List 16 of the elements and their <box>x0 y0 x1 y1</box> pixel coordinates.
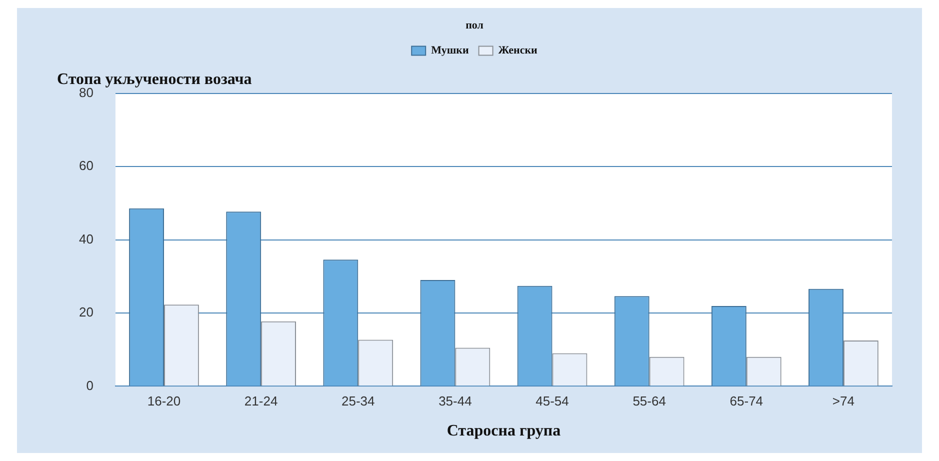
x-axis-title: Старосна група <box>446 422 561 440</box>
x-tick-label: 35-44 <box>438 394 472 409</box>
y-tick-label: 0 <box>86 378 94 393</box>
y-tick-label: 60 <box>78 158 94 174</box>
y-tick-label: 20 <box>78 304 94 320</box>
x-tick-label: 55-64 <box>632 394 666 409</box>
legend-title: пол <box>466 19 484 32</box>
x-tick-label: 65-74 <box>730 394 764 409</box>
x-tick-label: 16-20 <box>147 394 181 409</box>
x-tick-label: 21-24 <box>244 394 278 409</box>
x-tick-label: 25-34 <box>342 394 375 409</box>
legend-label: Мушки <box>431 44 470 57</box>
x-tick-label: >74 <box>832 394 854 409</box>
legend-label: Женски <box>498 44 538 57</box>
x-tick-label: 45-54 <box>536 394 569 409</box>
y-tick-label: 40 <box>78 231 94 246</box>
